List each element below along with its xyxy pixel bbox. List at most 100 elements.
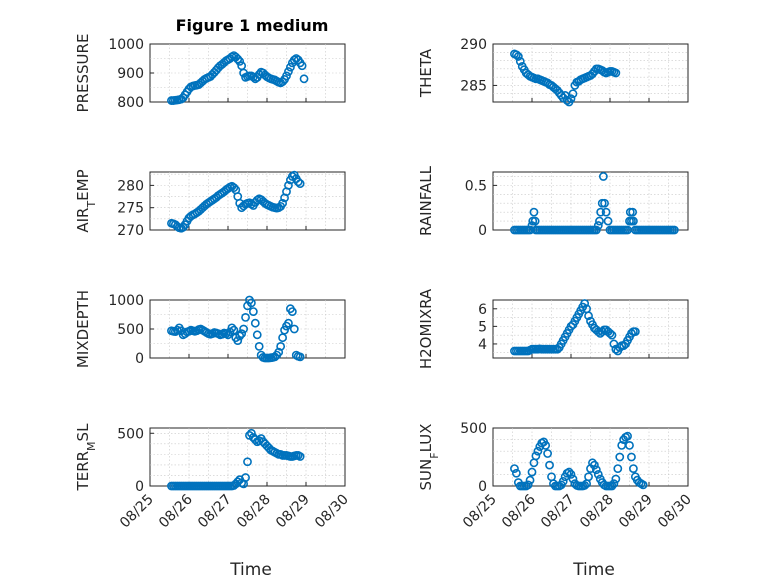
data-point [611,68,621,78]
data-point [598,172,608,181]
data-point [605,328,615,338]
y-tick-label: 1000 [108,293,144,309]
x-tick-label: 08/28 [577,492,617,532]
data-point [293,177,303,187]
y-tick-label: 1000 [108,37,144,53]
data-point [630,327,640,337]
data-point [510,464,519,473]
data-point [284,180,293,190]
data-point [295,352,305,362]
data-point [558,476,568,486]
data-point [285,62,295,72]
data-point [246,428,256,438]
data-point [252,330,262,340]
data-point [525,475,535,485]
data-point [289,324,299,334]
data-point [533,446,543,456]
data-point [603,216,613,226]
data-point [566,94,576,104]
x-tick-label: 08/30 [655,492,695,532]
data-point [629,464,638,473]
data-point [254,341,264,351]
data-point [638,480,648,490]
data-point [287,307,297,316]
data-point [529,207,539,217]
data-point [593,221,603,230]
data-point [233,54,243,64]
data-point [527,467,537,477]
data-point [593,327,603,337]
data-point [627,452,636,462]
data-point [541,440,551,450]
y-tick-label: 285 [460,78,487,94]
data-point [609,479,619,489]
data-point [235,331,245,341]
x-tick-label: 08/28 [234,492,274,532]
data-point [278,198,287,208]
data-point [568,474,578,484]
data-point [512,468,521,478]
y-tick-label: 0 [135,479,144,495]
y-tick-label: 280 [117,178,144,194]
data-point [625,440,634,450]
data-point [595,216,604,226]
data-point [295,179,305,188]
data-point [596,207,606,217]
data-point [513,52,523,61]
subplot-theta: 285 290 THETA [417,37,689,107]
y-tick-label: 6 [478,302,487,318]
subplot-terr_msl: 0 500 TERRMSL 08/25 08/26 08/27 08/28 08/29 08/3… [74,423,352,531]
y-tick-label: 0 [478,223,487,239]
subplot-sun_flux: 0 500 SUNFLUX 08/25 08/26 08/27 08/28 08/29 08/3… [417,421,695,531]
data-point [278,77,287,87]
data-point [243,457,252,467]
data-point [600,198,609,208]
y-tick-label: 290 [460,37,487,53]
data-point [512,50,521,60]
data-point [284,67,293,76]
data-point [566,469,576,479]
data-point [593,469,603,479]
data-point [543,449,552,458]
x-axis-label-left: Time [229,560,272,580]
y-tick-label: 5 [478,319,487,335]
x-tick-label: 08/27 [195,492,235,532]
x-axis-label-right: Time [572,560,615,580]
y-tick-label: 0.5 [465,178,487,194]
y-tick-label: 275 [117,201,144,217]
x-tick-label: 08/29 [616,492,656,532]
data-point [237,329,247,339]
data-point [601,207,611,217]
data-point [531,451,541,461]
data-point [588,458,597,468]
data-point [568,89,578,99]
data-point [229,183,239,193]
data-point [172,325,182,335]
y-axis-label-terr_msl: TERRMSL [74,423,98,492]
data-point [613,464,623,473]
y-tick-label: 500 [117,322,144,338]
data-point [235,57,245,66]
subplot-airtemp: 270 275 280 AIRTEMP [74,169,346,239]
y-tick-label: 900 [117,66,144,82]
data-point [246,298,256,308]
y-tick-label: 500 [460,421,487,437]
y-tick-label: 0 [478,479,487,495]
y-tick-label: 0 [135,351,144,367]
data-point [284,318,293,328]
data-point [669,225,679,235]
x-tick-label: 08/26 [156,491,196,531]
data-point [299,74,309,84]
x-tick-label: 08/30 [312,492,352,532]
data-point [297,61,307,71]
y-tick-label: 4 [478,337,487,353]
data-point [580,299,590,308]
y-tick-label: 500 [117,426,144,442]
data-point [615,452,625,462]
data-point [628,207,638,217]
subplot-h2omixra: 4 56 H2OMIXRA [417,288,689,369]
data-point [611,474,621,484]
x-tick-label: 08/27 [538,492,578,532]
data-point [241,312,250,322]
